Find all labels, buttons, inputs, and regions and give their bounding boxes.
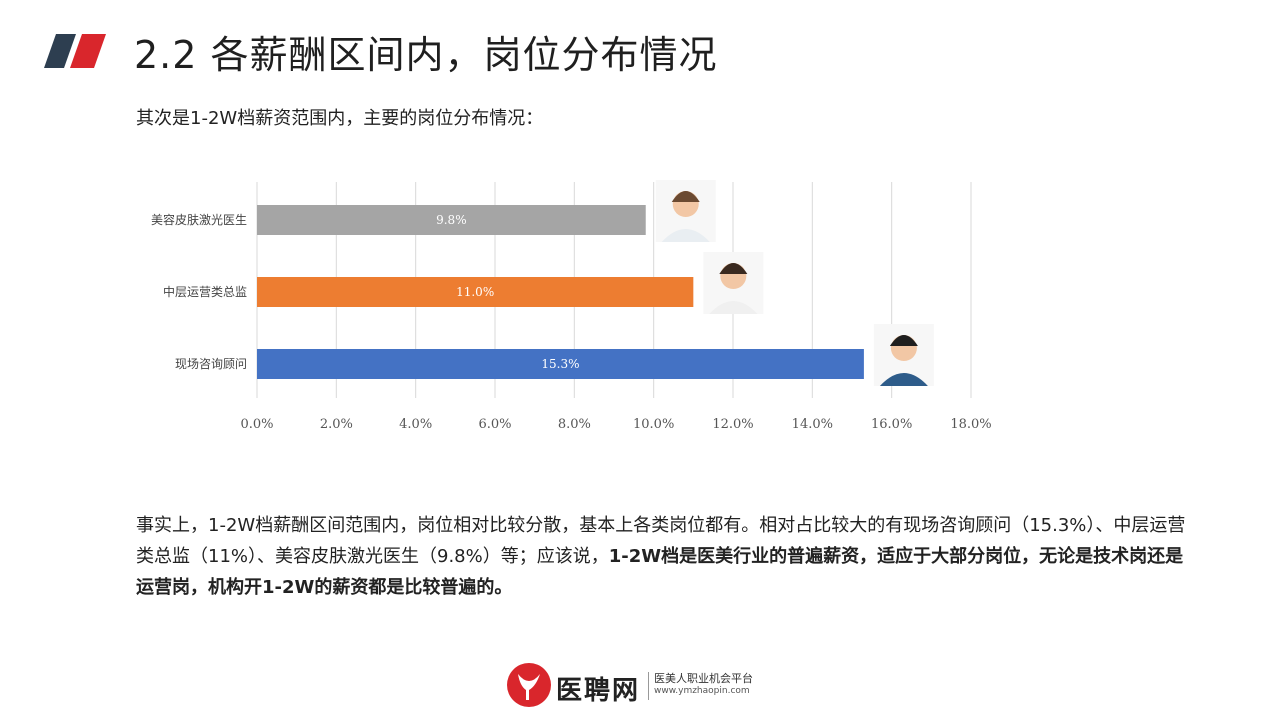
page-subtitle: 其次是1-2W档薪资范围内，主要的岗位分布情况： <box>136 108 544 129</box>
brand-slogan: 医美人职业机会平台 <box>654 672 753 685</box>
body-text-normal: 事实上，1-2W档薪酬区间范围内，岗位相对比较分散，基本上各类岗位都有。相对占比… <box>136 515 1186 567</box>
header-logo-stripes <box>44 34 106 68</box>
x-tick-label: 4.0% <box>399 417 432 432</box>
data-label: 15.3% <box>541 357 579 371</box>
bar-chart: 0.0% 2.0% 4.0% 6.0% 8.0% 10.0% 12.0% 14.0% 16.0%… <box>120 170 1020 450</box>
page-title: 2.2 各薪酬区间内，岗位分布情况 <box>134 33 718 77</box>
data-label: 11.0% <box>456 285 494 299</box>
y-category-label: 中层运营类总监 <box>163 284 247 299</box>
data-label: 9.8% <box>436 213 467 227</box>
consultant-icon <box>873 324 934 386</box>
y-category-label: 美容皮肤激光医生 <box>151 212 247 227</box>
x-tick-label: 18.0% <box>950 417 991 432</box>
x-tick-label: 10.0% <box>633 417 674 432</box>
footer-brand: 医聘网 医美人职业机会平台 www.ymzhaopin.com <box>506 660 806 710</box>
director-icon <box>703 252 764 314</box>
doctor-icon <box>655 180 716 242</box>
x-tick-label: 16.0% <box>871 417 912 432</box>
x-tick-label: 14.0% <box>792 417 833 432</box>
bar <box>257 205 646 235</box>
footer-divider <box>648 672 649 700</box>
brand-url: www.ymzhaopin.com <box>654 686 750 696</box>
x-tick-label: 2.0% <box>320 417 353 432</box>
chart-svg: 0.0% 2.0% 4.0% 6.0% 8.0% 10.0% 12.0% 14.0% 16.0%… <box>151 180 992 432</box>
body-text-bold: 1-2W档是医美行业的普遍薪资，适应于大部分岗位，无论是技术岗还是运营岗，机构开… <box>136 546 1184 598</box>
bar <box>257 349 864 379</box>
brand-name: 医聘网 <box>556 676 641 706</box>
x-tick-label: 8.0% <box>558 417 591 432</box>
x-tick-label: 0.0% <box>240 417 273 432</box>
body-paragraph: 事实上，1-2W档薪酬区间范围内，岗位相对比较分散，基本上各类岗位都有。相对占比… <box>136 510 1196 603</box>
x-tick-label: 6.0% <box>478 417 511 432</box>
brand-logo-icon <box>507 663 551 707</box>
bar <box>257 277 694 307</box>
x-tick-label: 12.0% <box>712 417 753 432</box>
y-category-label: 现场咨询顾问 <box>175 356 247 371</box>
